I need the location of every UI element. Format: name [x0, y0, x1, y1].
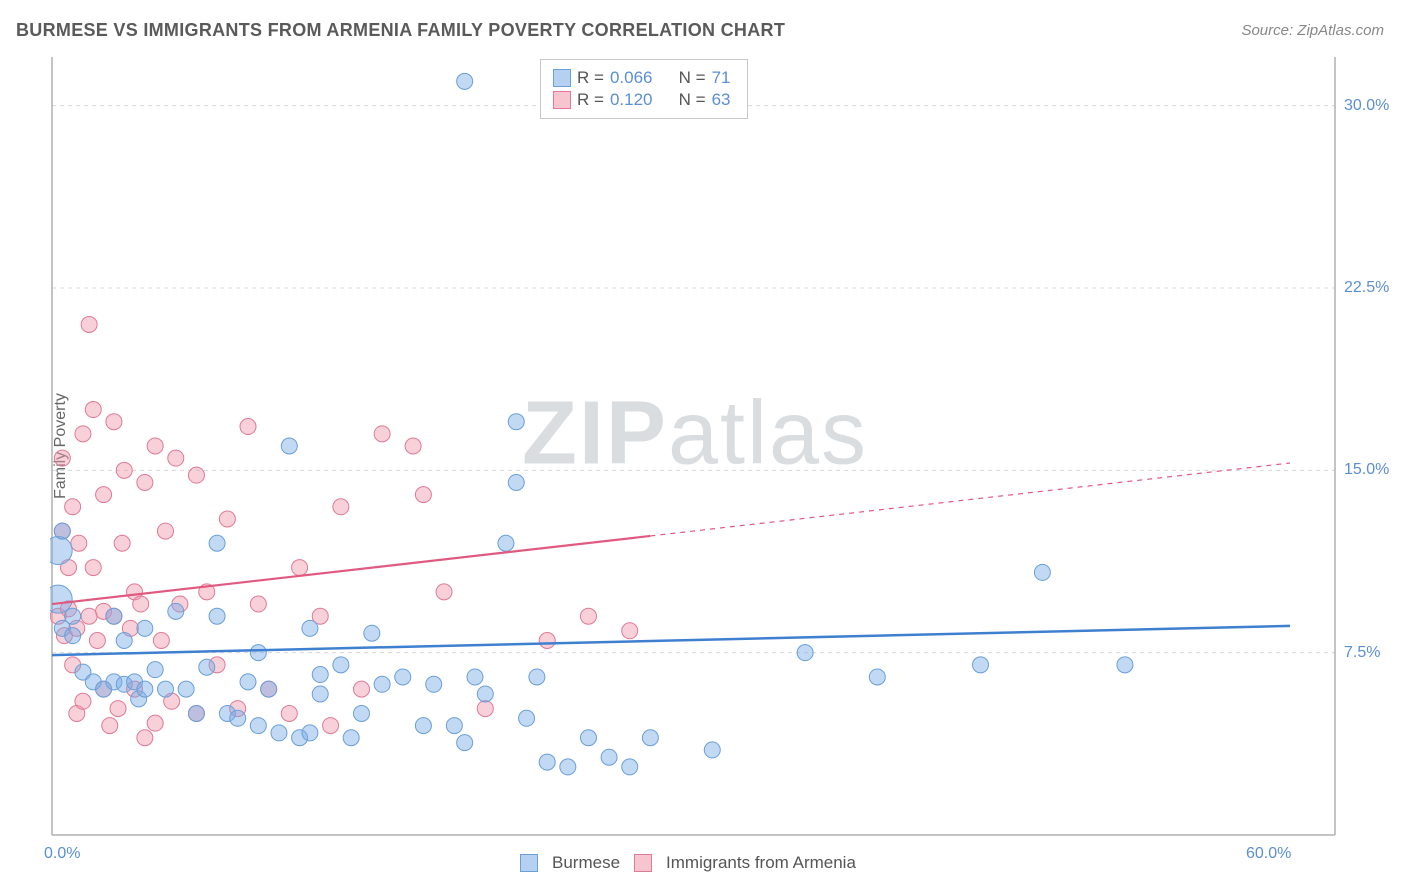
legend-label: Burmese — [552, 853, 620, 873]
legend-swatch — [553, 91, 571, 109]
legend-row: R = 0.066 N = 71 — [553, 68, 731, 88]
series-legend: Burmese Immigrants from Armenia — [520, 853, 856, 873]
legend-swatch — [520, 854, 538, 872]
legend-row: R = 0.120 N = 63 — [553, 90, 731, 110]
x-tick-label: 60.0% — [1246, 845, 1291, 863]
y-tick-label: 15.0% — [1344, 461, 1389, 479]
source-attribution: Source: ZipAtlas.com — [1241, 22, 1384, 39]
legend-swatch — [634, 854, 652, 872]
y-tick-label: 7.5% — [1344, 644, 1380, 662]
y-tick-label: 30.0% — [1344, 97, 1389, 115]
correlation-legend: R = 0.066 N = 71 R = 0.120 N = 63 — [540, 59, 748, 119]
legend-label: Immigrants from Armenia — [666, 853, 856, 873]
y-tick-label: 22.5% — [1344, 279, 1389, 297]
x-tick-label: 0.0% — [44, 845, 80, 863]
chart-canvas — [50, 55, 1340, 845]
legend-swatch — [553, 69, 571, 87]
chart-title: BURMESE VS IMMIGRANTS FROM ARMENIA FAMIL… — [16, 20, 785, 41]
scatter-plot: ZIPatlas R = 0.066 N = 71 R = 0.120 N = … — [50, 55, 1340, 845]
